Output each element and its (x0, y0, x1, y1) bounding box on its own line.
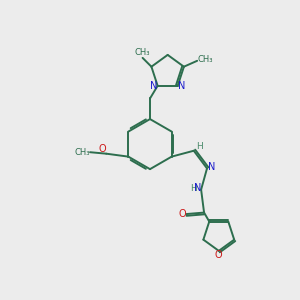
Text: N: N (208, 162, 215, 172)
Text: H: H (196, 142, 202, 151)
Text: N: N (194, 183, 202, 193)
Text: CH₃: CH₃ (198, 55, 213, 64)
Text: N: N (149, 81, 157, 92)
Text: O: O (215, 250, 223, 260)
Text: N: N (178, 81, 186, 91)
Text: O: O (178, 209, 186, 219)
Text: CH₃: CH₃ (135, 48, 150, 57)
Text: O: O (98, 144, 106, 154)
Text: CH₃: CH₃ (74, 148, 90, 157)
Text: H: H (190, 184, 197, 193)
